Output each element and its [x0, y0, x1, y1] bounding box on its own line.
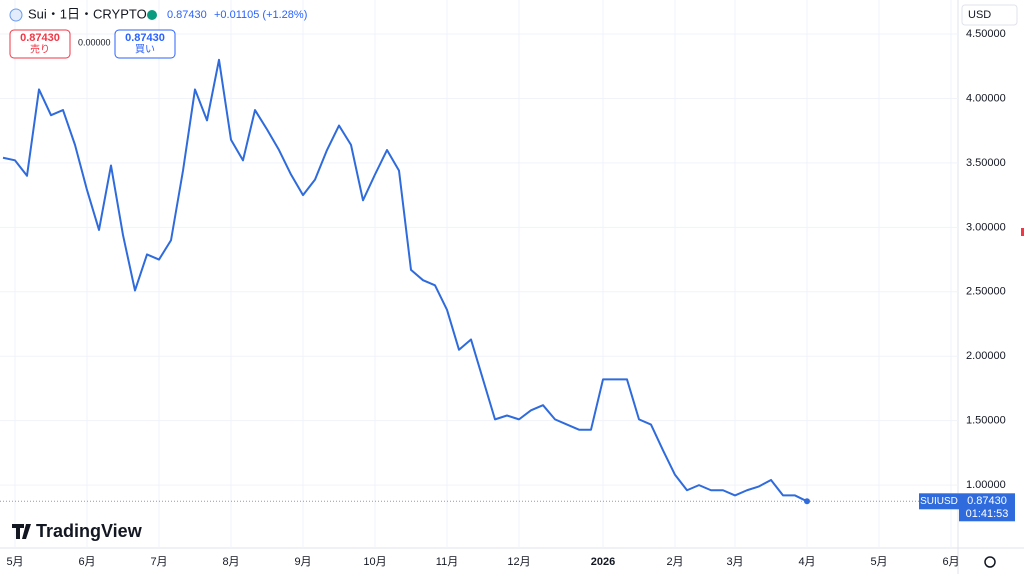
countdown-label: 01:41:53	[966, 508, 1009, 520]
x-tick-label: 2月	[666, 556, 683, 568]
x-tick-label: 6月	[78, 556, 95, 568]
currency: USD	[968, 9, 991, 21]
symbol-tag-label: SUIUSD	[920, 496, 958, 507]
edge-marker	[1021, 228, 1024, 236]
x-tick-label: 5月	[870, 556, 887, 568]
y-tick-label: 4.00000	[966, 92, 1006, 104]
x-tick-label: 5月	[6, 556, 23, 568]
x-tick-label: 10月	[363, 556, 386, 568]
x-tick-label: 12月	[507, 556, 530, 568]
price-tag	[959, 493, 1015, 522]
y-tick-label: 4.50000	[966, 28, 1006, 40]
price-tag-label: 0.87430	[967, 495, 1007, 507]
x-tick-label: 9月	[294, 556, 311, 568]
symbol-tag	[919, 493, 959, 510]
sell-price: 0.87430	[20, 32, 60, 44]
buy-button[interactable]	[114, 29, 176, 59]
grid	[0, 0, 958, 548]
last-point	[804, 498, 810, 505]
symbol-icon	[9, 8, 23, 22]
x-tick-label: 2026	[591, 556, 615, 568]
y-tick-label: 2.00000	[966, 350, 1006, 362]
status-dot	[147, 10, 157, 20]
y-tick-label: 3.50000	[966, 157, 1006, 169]
plot	[0, 58, 958, 505]
y-tick-label: 2.50000	[966, 286, 1006, 298]
currency-button[interactable]	[961, 4, 1018, 26]
spread: 0.00000	[78, 37, 111, 47]
y-tick-label: 3.00000	[966, 221, 1006, 233]
price-line	[2, 58, 808, 503]
logo-icon	[12, 524, 31, 539]
logo: TradingView	[36, 521, 143, 541]
y-tick-label: 1.50000	[966, 415, 1006, 427]
buy-label: 買い	[135, 44, 155, 56]
x-tick-label: 11月	[436, 556, 458, 568]
x-tick-label: 7月	[150, 556, 167, 568]
x-tick-label: 4月	[798, 556, 815, 568]
sell-label: 売り	[30, 43, 50, 56]
x-tick-label: 3月	[726, 556, 743, 568]
x-tick-label: 6月	[942, 556, 959, 568]
y-tick-label: 1.00000	[966, 479, 1006, 491]
price: 0.87430	[167, 9, 207, 21]
change: +0.01105 (+1.28%)	[214, 9, 307, 21]
sell-button[interactable]	[9, 29, 71, 59]
settings-icon[interactable]	[984, 556, 996, 568]
x-tick-label: 8月	[222, 556, 239, 568]
symbol[interactable]: Sui・1日・CRYPTO	[28, 6, 147, 21]
buy-price: 0.87430	[125, 32, 165, 44]
